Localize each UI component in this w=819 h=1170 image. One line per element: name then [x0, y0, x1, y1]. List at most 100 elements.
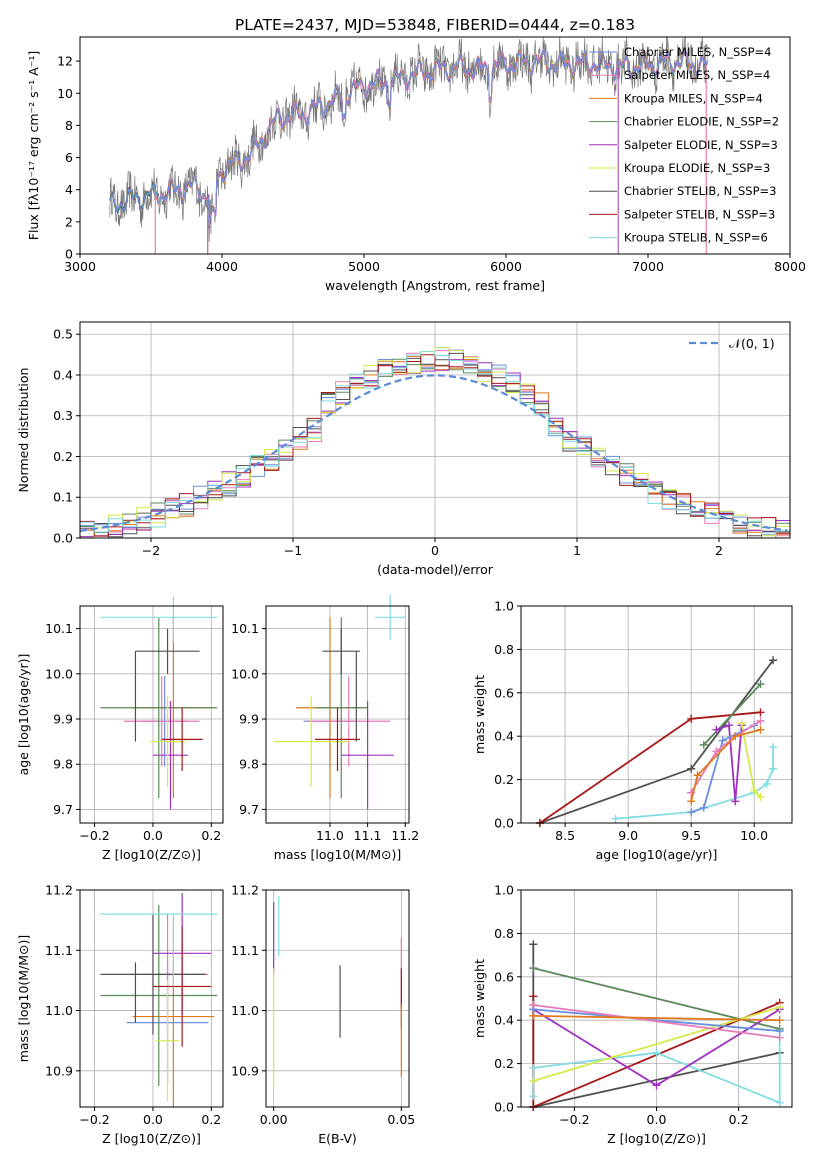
y-tick-label: 0.4 [494, 1013, 514, 1028]
data-point [756, 792, 765, 801]
y-axis-label: Flux [fλ10⁻¹⁷ erg cm⁻² s⁻¹ A⁻¹] [26, 51, 41, 240]
y-axis-label: Normed distribution [16, 368, 31, 493]
data-point [687, 714, 696, 723]
data-point [652, 1048, 661, 1057]
y-tick-label: 0.8 [494, 642, 514, 657]
x-tick-label: 0.2 [729, 1112, 749, 1127]
x-tick-label: 9.5 [681, 828, 701, 843]
y-tick-label: 10 [57, 86, 73, 101]
y-axis-label: mass weight [472, 675, 487, 754]
data-point [769, 656, 778, 665]
data-point [529, 1092, 538, 1101]
legend-entry: Salpeter STELIB, N_SSP=3 [624, 207, 775, 221]
plot-area-mass_vs_EBV [273, 896, 402, 1089]
y-tick-label: 11.1 [231, 943, 259, 958]
x-tick-label: 0.00 [260, 1112, 288, 1127]
panel-age_vs_mass: 11.0 11.1 11.2 9.7 9.8 9.9 10.0 10.1 mass [log10… [231, 594, 419, 862]
x-tick-label: 0.2 [201, 828, 221, 843]
legend-entry: Chabrier STELIB, N_SSP=3 [624, 184, 776, 198]
axes-frame [79, 605, 224, 824]
y-tick-label: 9.7 [53, 802, 73, 817]
series-line [716, 724, 743, 802]
y-tick-label: 1.0 [494, 883, 514, 898]
y-tick-label: 0.4 [53, 367, 73, 382]
x-tick-label: 0.05 [387, 1112, 415, 1127]
normal-curve [79, 374, 788, 532]
x-tick-label: 11.2 [391, 828, 419, 843]
y-tick-label: 0.2 [494, 1056, 514, 1071]
x-axis-label: Z [log10(Z/Z⊙)] [607, 1131, 706, 1146]
data-point [712, 747, 721, 756]
x-tick-label: 11.0 [316, 828, 344, 843]
y-tick-label: 8 [65, 118, 73, 133]
y-tick-label: 0.1 [53, 490, 73, 505]
y-tick-label: 2 [65, 214, 73, 229]
axes-frame [520, 605, 793, 824]
x-tick-label: 0.0 [143, 828, 163, 843]
data-point [529, 992, 538, 1001]
data-point [775, 1003, 784, 1012]
x-tick-label: 10.0 [740, 828, 768, 843]
data-point [529, 1001, 538, 1010]
data-point [769, 743, 778, 752]
x-tick-label: 0.0 [647, 1112, 667, 1127]
x-tick-label: 0.2 [201, 1112, 221, 1127]
y-tick-label: 10.0 [45, 666, 73, 681]
data-point [775, 1033, 784, 1042]
series-line [533, 1008, 780, 1032]
x-tick-label: 1 [573, 543, 581, 558]
series-line [690, 720, 761, 794]
y-tick-label: 0.0 [494, 1100, 514, 1115]
y-tick-label: 11.2 [45, 883, 73, 898]
y-tick-label: 0.5 [53, 327, 73, 342]
y-tick-label: 9.9 [239, 712, 259, 727]
x-axis-label: E(B-V) [318, 1131, 357, 1146]
data-point [775, 1098, 784, 1107]
legend-entry: Kroupa MILES, N_SSP=4 [624, 91, 763, 105]
y-tick-label: 10.1 [45, 621, 73, 636]
x-tick-label: 3000 [64, 259, 96, 274]
plot-area-spectrum [109, 37, 708, 254]
y-tick-label: 0.3 [53, 408, 73, 423]
data-point [529, 1063, 538, 1072]
x-axis-label: Z [log10(Z/Z⊙)] [102, 847, 201, 862]
data-point [756, 708, 765, 717]
y-tick-label: 11.0 [231, 1003, 259, 1018]
panel-massweight_vs_age: 8.5 9.0 9.5 10.0 0.0 0.2 0.4 0.6 0.8 1.0 age [log1… [472, 599, 793, 862]
x-tick-label: 8.5 [555, 828, 575, 843]
y-tick-label: 0.0 [494, 816, 514, 831]
y-tick-label: 12 [57, 54, 73, 69]
y-tick-label: 0.2 [494, 772, 514, 787]
x-tick-label: 2 [715, 543, 723, 558]
y-tick-label: 0.6 [494, 969, 514, 984]
data-point [611, 814, 620, 823]
y-tick-label: 0.2 [53, 449, 73, 464]
panel-massweight_vs_Z: −0.2 0.0 0.2 0.0 0.2 0.4 0.6 0.8 1.0 Z [log10(Z/Z… [472, 883, 793, 1146]
x-tick-label: 11.1 [354, 828, 382, 843]
x-axis-label: Z [log10(Z/Z⊙)] [102, 1131, 201, 1146]
model-spectrum [109, 47, 708, 227]
y-tick-label: 0.8 [494, 926, 514, 941]
y-tick-label: 1.0 [494, 599, 514, 614]
legend-entry: 𝒩(0, 1) [729, 336, 775, 351]
legend-entry: Chabrier MILES, N_SSP=4 [624, 45, 771, 59]
data-point [731, 797, 740, 806]
y-tick-label: 11.1 [45, 943, 73, 958]
panel-age_vs_Z: −0.2 0.0 0.2 9.7 9.8 9.9 10.0 10.1 Z [log10(Z/Z⊙… [16, 596, 224, 862]
data-point [529, 1076, 538, 1085]
data-point [712, 725, 721, 734]
x-tick-label: 7000 [632, 259, 664, 274]
x-tick-label: −2 [142, 543, 160, 558]
data-point [769, 764, 778, 773]
axes-frame [265, 605, 410, 824]
data-point [756, 725, 765, 734]
x-tick-label: 4000 [206, 259, 238, 274]
x-tick-label: 9.0 [618, 828, 638, 843]
plot-area-massweight_vs_Z [529, 940, 784, 1111]
y-tick-label: 11.0 [45, 1003, 73, 1018]
data-point [529, 1011, 538, 1020]
series-line [533, 1015, 780, 1022]
histogram-series [80, 359, 790, 538]
data-point [731, 732, 740, 741]
